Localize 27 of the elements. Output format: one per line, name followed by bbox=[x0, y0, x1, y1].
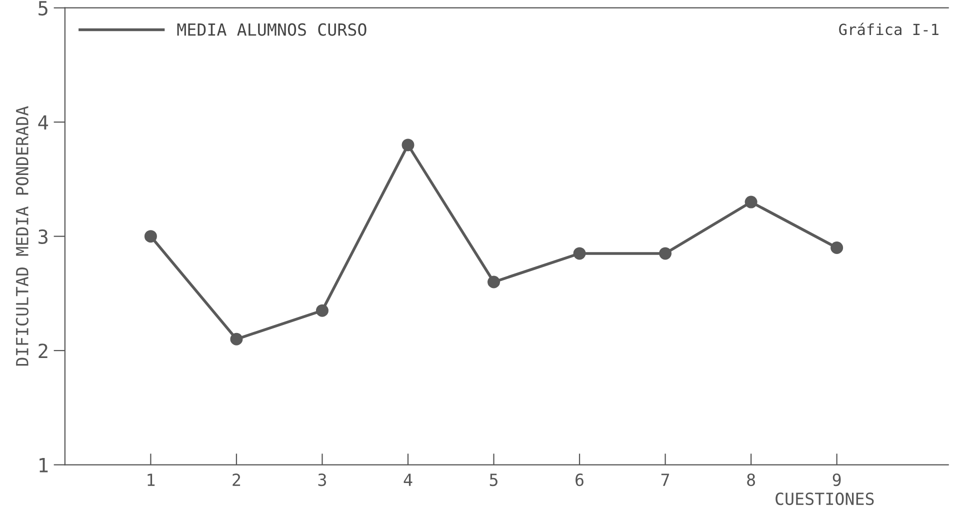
x-tick-label: 7 bbox=[661, 474, 670, 486]
point bbox=[144, 230, 157, 243]
x-axis-title: CUESTIONES bbox=[776, 492, 874, 506]
text: Gráfica I-1 bbox=[839, 22, 938, 36]
x-tick-label: 9 bbox=[832, 474, 841, 486]
x-tick-label: 4 bbox=[404, 474, 412, 486]
x-tick-label: 1 bbox=[148, 474, 155, 486]
y-tick-label: 5 bbox=[38, 1, 48, 16]
x-tick-label: 3 bbox=[318, 474, 326, 486]
y-tick-label: 4 bbox=[38, 115, 48, 130]
point bbox=[316, 304, 328, 317]
x-tick-label: 6 bbox=[576, 474, 584, 486]
point bbox=[230, 332, 243, 346]
point bbox=[744, 196, 758, 208]
y-tick-label: 1 bbox=[40, 458, 48, 472]
point bbox=[402, 138, 414, 152]
x-tick-label: 2 bbox=[232, 474, 240, 486]
y-axis-title: DIFICULTAD MEDIA PONDERADA bbox=[16, 106, 28, 366]
point bbox=[659, 247, 672, 260]
x-tick-label: 5 bbox=[490, 474, 498, 486]
x-tick-label: 8 bbox=[747, 474, 756, 486]
text: MEDIA ALUMNOS CURSO bbox=[177, 23, 366, 36]
point bbox=[830, 241, 844, 254]
y-tick-label: 3 bbox=[38, 229, 48, 244]
point bbox=[573, 247, 586, 260]
y-tick-label: 2 bbox=[38, 344, 48, 358]
point bbox=[488, 276, 500, 288]
